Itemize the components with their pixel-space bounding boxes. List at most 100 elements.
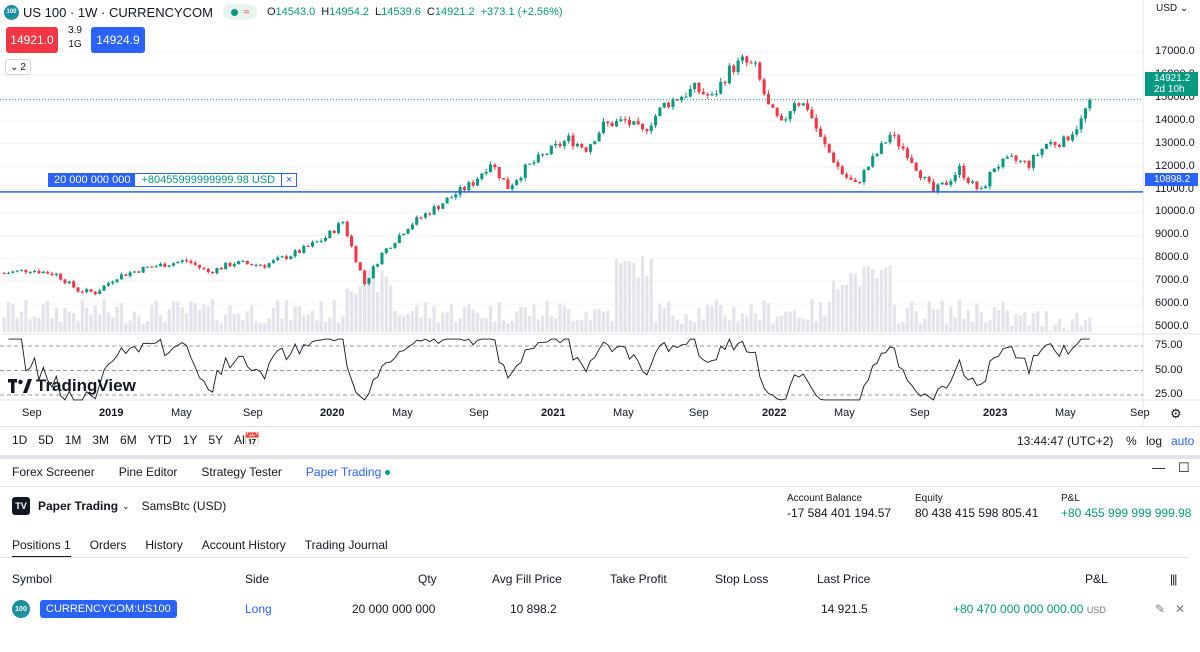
tab-history[interactable]: History	[145, 538, 183, 552]
candle	[341, 221, 345, 224]
chevron-down-icon[interactable]: ⌄	[122, 500, 130, 511]
clock[interactable]: 13:44:47 (UTC+2)	[1017, 434, 1114, 448]
axis-currency-selector[interactable]: USD ⌄	[1156, 3, 1189, 14]
volume-bar	[996, 309, 1001, 332]
candle	[1044, 143, 1048, 149]
close-position-icon[interactable]: ×	[285, 174, 293, 186]
col-pnl[interactable]: P&L	[1085, 572, 1108, 586]
volume-bar	[389, 285, 393, 332]
volume-bar	[280, 318, 284, 332]
candle	[771, 104, 775, 108]
candle	[1036, 154, 1040, 156]
symbol-legend[interactable]: 100 US 100 · 1W · CURRENCYCOM ≈ O14543.0…	[4, 4, 563, 20]
tab-account-history[interactable]: Account History	[201, 538, 286, 552]
timeframe-5d[interactable]: 5D	[38, 433, 54, 447]
timeframe-6m[interactable]: 6M	[120, 433, 137, 447]
candle	[50, 273, 54, 276]
percent-toggle[interactable]: %	[1126, 434, 1137, 448]
volume-bar	[545, 300, 549, 332]
settings-gear-icon[interactable]: ⚙	[1170, 406, 1182, 421]
position-symbol[interactable]: CURRENCYCOM:US100	[40, 600, 177, 618]
position-qty[interactable]: 20 000 000 000	[49, 174, 136, 186]
volume-bar	[953, 317, 957, 332]
position-line-label[interactable]: 20 000 000 000 +80455999999999.98 USD ×	[48, 173, 298, 187]
candle	[827, 144, 831, 153]
candle	[493, 164, 497, 168]
candle	[367, 277, 371, 284]
indicator-axis-label: 25.00	[1155, 388, 1183, 400]
volume-bar	[93, 305, 98, 332]
candle	[415, 217, 419, 225]
account-name[interactable]: SamsBtc (USD)	[141, 499, 227, 513]
broker-selector[interactable]: Paper Trading	[38, 499, 119, 513]
timeframe-ytd[interactable]: YTD	[147, 433, 172, 447]
timeframe-5y[interactable]: 5Y	[208, 433, 224, 447]
price-axis-label: 9000.0	[1155, 228, 1189, 241]
sell-button[interactable]: 14921.0	[6, 27, 58, 53]
volume-bar	[640, 256, 645, 332]
candle	[671, 99, 675, 107]
calendar-icon[interactable]: 📅	[244, 432, 261, 447]
timeframe-3m[interactable]: 3M	[92, 433, 110, 447]
volume-bar	[471, 309, 475, 332]
volume-bar	[297, 306, 302, 332]
minimize-panel-icon[interactable]: —	[1152, 460, 1165, 475]
tab-orders[interactable]: Orders	[89, 538, 127, 552]
position-avg-price: 10 898.2	[510, 602, 557, 616]
candle	[632, 121, 636, 125]
col-avg-fill-price[interactable]: Avg Fill Price	[492, 572, 562, 586]
chart-canvas[interactable]	[0, 0, 1200, 426]
candle	[701, 91, 705, 95]
tab-pine-editor[interactable]: Pine Editor	[118, 465, 178, 479]
edit-position-icon[interactable]: ✎	[1155, 602, 1166, 616]
columns-settings-icon[interactable]: |||	[1170, 572, 1177, 586]
timeframe-1d[interactable]: 1D	[12, 433, 28, 447]
tab-paper-trading[interactable]: Paper Trading	[306, 465, 391, 479]
timeframe-1y[interactable]: 1Y	[182, 433, 198, 447]
candle	[280, 256, 284, 258]
auto-toggle[interactable]: auto	[1171, 434, 1195, 448]
timeframe-all[interactable]: All	[234, 433, 248, 447]
volume-bar	[397, 315, 402, 332]
col-side[interactable]: Side	[245, 572, 270, 586]
volume-bar	[788, 311, 792, 332]
maximize-panel-icon[interactable]: ☐	[1178, 460, 1190, 475]
candle	[736, 60, 740, 72]
volume-bar	[736, 320, 740, 332]
volume-bar	[154, 300, 158, 332]
position-last-price: 14 921.5	[821, 602, 868, 616]
market-status-pill[interactable]: ≈	[222, 4, 257, 20]
tab-strategy-tester[interactable]: Strategy Tester	[201, 465, 282, 479]
volume-bar	[441, 312, 445, 332]
log-toggle[interactable]: log	[1146, 434, 1163, 448]
position-qty-cell: 20 000 000 000	[352, 602, 436, 616]
volume-bar	[758, 319, 762, 332]
candle	[758, 62, 762, 80]
col-qty[interactable]: Qty	[418, 572, 437, 586]
col-stop-loss[interactable]: Stop Loss	[715, 572, 769, 586]
price-axis-label: 10000.0	[1155, 205, 1195, 218]
tradingview-logo[interactable]: TradingView	[8, 376, 136, 396]
volume-bar	[163, 322, 167, 332]
volume-bar	[771, 323, 775, 332]
candle	[849, 177, 853, 180]
buy-button[interactable]: 14924.9	[91, 27, 145, 53]
tab-positions[interactable]: Positions 1	[12, 536, 71, 558]
close-position-icon[interactable]: ✕	[1175, 602, 1186, 616]
broker-logo-icon: TV	[12, 497, 30, 515]
timeframe-1m[interactable]: 1M	[64, 433, 82, 447]
candle	[1049, 142, 1053, 144]
col-take-profit[interactable]: Take Profit	[610, 572, 667, 586]
symbol-title[interactable]: US 100 · 1W · CURRENCYCOM	[23, 4, 213, 20]
col-last-price[interactable]: Last Price	[817, 572, 871, 586]
volume-bar	[371, 271, 375, 332]
volume-bar	[514, 311, 519, 332]
col-symbol[interactable]: Symbol	[12, 572, 53, 586]
collapse-indicators-button[interactable]: ⌄ 2	[5, 59, 31, 75]
volume-bar	[1053, 325, 1057, 332]
tab-forex-screener[interactable]: Forex Screener	[12, 465, 95, 479]
volume-bar	[1018, 315, 1022, 332]
tab-trading-journal[interactable]: Trading Journal	[304, 538, 388, 552]
candle	[28, 271, 32, 273]
candle	[580, 143, 584, 148]
